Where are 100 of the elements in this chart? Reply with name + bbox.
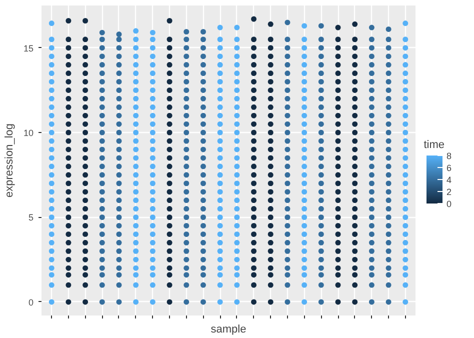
point (48, 164, 54, 170)
point (268, 138, 274, 144)
point (368, 146, 374, 152)
point (386, 172, 392, 178)
point (166, 146, 172, 152)
point (284, 45, 290, 51)
point (82, 104, 88, 110)
point (335, 198, 341, 204)
point (335, 24, 341, 30)
point (352, 248, 358, 254)
point (234, 282, 240, 288)
point (268, 121, 274, 127)
point (150, 231, 156, 237)
point (402, 112, 408, 118)
point (302, 104, 308, 110)
point (352, 198, 358, 204)
point (82, 62, 88, 68)
point (318, 104, 324, 110)
point (302, 282, 308, 288)
point (150, 30, 156, 36)
point (150, 240, 156, 246)
point (234, 189, 240, 195)
point (335, 78, 341, 84)
point (82, 87, 88, 93)
point (386, 214, 392, 220)
point (200, 87, 206, 93)
point (133, 112, 139, 118)
point (402, 214, 408, 220)
point (116, 112, 122, 118)
point (402, 54, 408, 60)
point (251, 36, 257, 42)
point (99, 146, 105, 152)
point (234, 222, 240, 228)
point (166, 299, 172, 305)
point (99, 121, 105, 127)
point (82, 172, 88, 178)
point (352, 172, 358, 178)
point (66, 36, 72, 42)
point (150, 256, 156, 262)
point (268, 214, 274, 220)
point (217, 104, 223, 110)
point (82, 18, 88, 24)
point (82, 231, 88, 237)
point (82, 214, 88, 220)
point (386, 87, 392, 93)
point (302, 96, 308, 102)
point (251, 70, 257, 76)
point (200, 231, 206, 237)
point (352, 206, 358, 212)
point (352, 256, 358, 262)
point (234, 180, 240, 186)
point (200, 256, 206, 262)
point (302, 256, 308, 262)
point (82, 45, 88, 51)
point (116, 231, 122, 237)
point (284, 299, 290, 305)
point (133, 198, 139, 204)
point (217, 24, 223, 30)
point (335, 180, 341, 186)
point (302, 299, 308, 305)
point (402, 78, 408, 84)
point (318, 172, 324, 178)
point (48, 130, 54, 136)
point (234, 146, 240, 152)
point (166, 96, 172, 102)
point (352, 96, 358, 102)
x-axis-title: sample (210, 324, 246, 336)
point (352, 36, 358, 42)
point (133, 282, 139, 288)
point (402, 299, 408, 305)
point (133, 222, 139, 228)
point (268, 78, 274, 84)
point (116, 87, 122, 93)
point (352, 282, 358, 288)
point (66, 130, 72, 136)
point (99, 231, 105, 237)
point (184, 130, 190, 136)
point (217, 121, 223, 127)
point (66, 180, 72, 186)
point (251, 256, 257, 262)
point (166, 70, 172, 76)
point (251, 164, 257, 170)
point (318, 112, 324, 118)
point (116, 32, 122, 38)
point (99, 30, 105, 36)
point (386, 78, 392, 84)
point (386, 36, 392, 42)
point (335, 299, 341, 305)
point (116, 54, 122, 60)
point (386, 26, 392, 32)
point (402, 282, 408, 288)
point (116, 62, 122, 68)
point (150, 87, 156, 93)
point (251, 16, 257, 22)
point (166, 54, 172, 60)
point (284, 214, 290, 220)
point (217, 155, 223, 161)
point (318, 70, 324, 76)
point (217, 78, 223, 84)
point (302, 121, 308, 127)
